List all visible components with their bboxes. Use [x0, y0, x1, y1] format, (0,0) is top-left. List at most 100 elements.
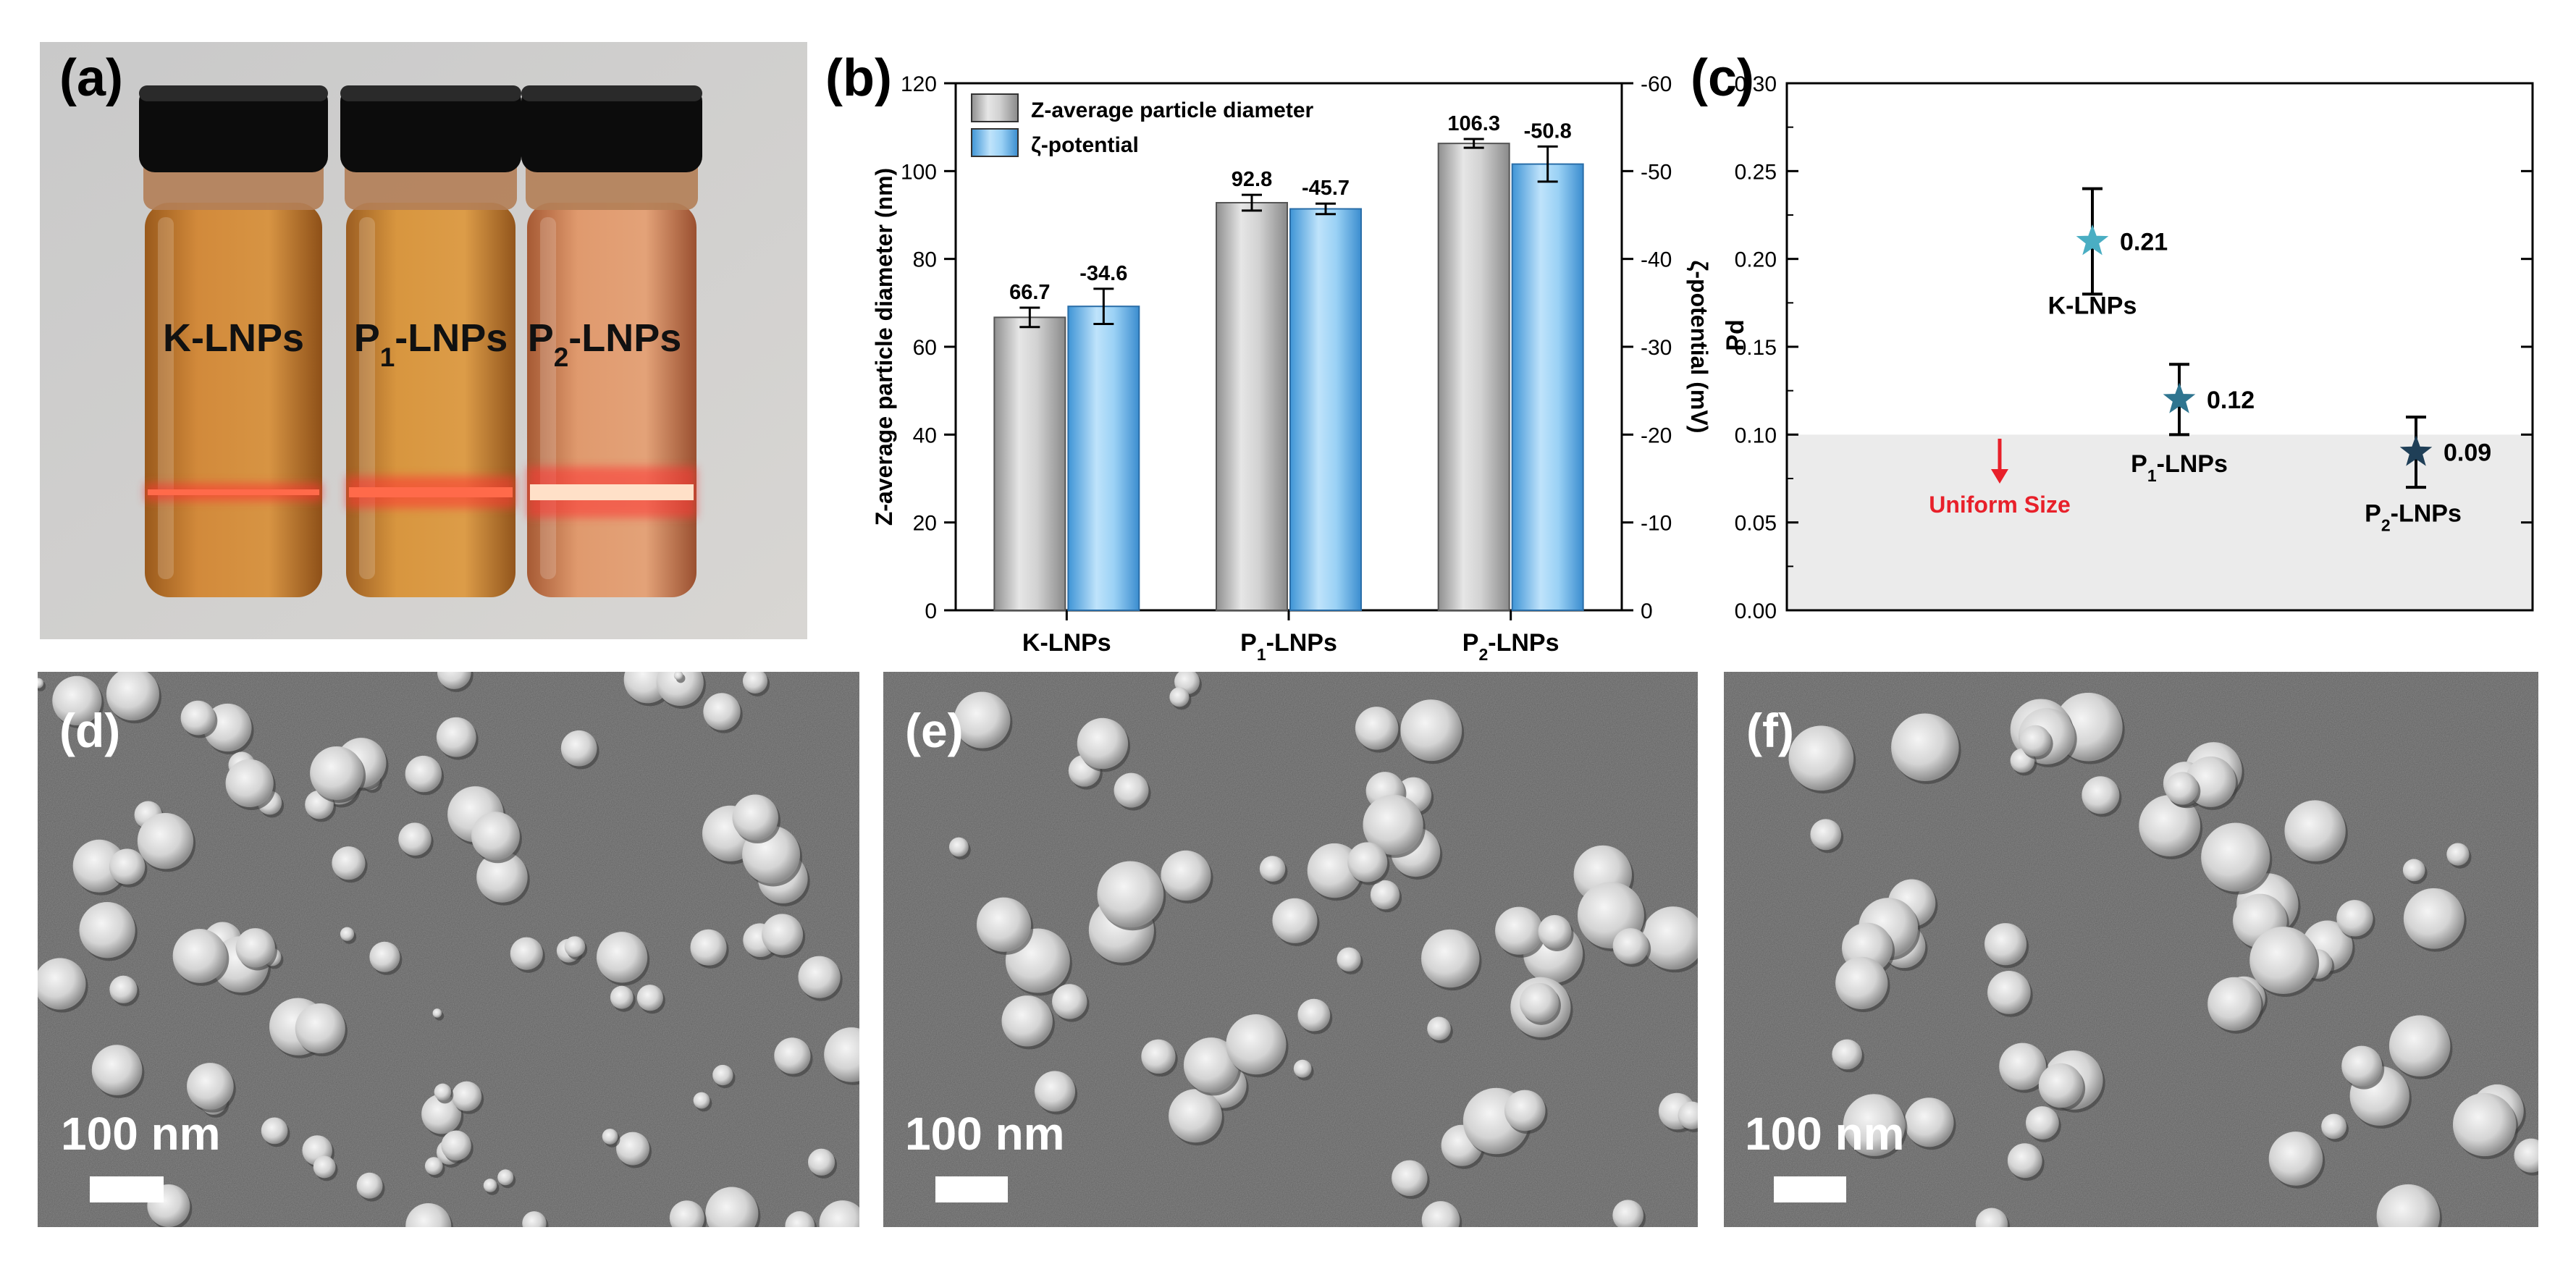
sem-particle	[1141, 1039, 1176, 1074]
pd-value-label: 0.21	[2120, 228, 2168, 256]
sem-particle	[1183, 1037, 1239, 1093]
chart-b-ytick: 40	[913, 424, 937, 447]
sem-particle	[38, 958, 86, 1010]
legend-swatch-zeta	[971, 128, 1019, 157]
sem-particle	[109, 848, 146, 885]
sem-particle	[1421, 929, 1480, 988]
panel-label-b: (b)	[825, 49, 892, 107]
sem-particle	[261, 1117, 288, 1145]
vial-3: P2-LNPs	[521, 85, 702, 597]
sem-particle	[669, 1200, 704, 1227]
sem-particle	[1891, 713, 1959, 781]
vial-cap	[139, 85, 328, 172]
chart-b-y2tick: -10	[1641, 512, 1672, 536]
sem-particle	[2446, 843, 2470, 866]
sem-particle	[398, 822, 432, 856]
sem-particle	[1612, 928, 1649, 964]
sem-particle	[954, 691, 1011, 749]
pd-sample-label: K-LNPs	[2048, 292, 2137, 319]
sem-particle	[1259, 856, 1286, 882]
sem-particle	[2249, 927, 2318, 995]
sem-particle	[1077, 717, 1129, 770]
chart-b-legend: Z-average particle diameter ζ-potential	[971, 93, 1314, 157]
sem-particle	[824, 1027, 859, 1082]
chart-b-ytick: 0	[925, 599, 937, 623]
sem-particle	[2452, 1092, 2517, 1157]
vial-cap	[340, 85, 521, 172]
scale-bar-label-f: 100 nm	[1745, 1108, 1905, 1160]
sem-particle	[405, 1203, 452, 1227]
chart-b-category-label: K-LNPs	[1022, 629, 1111, 657]
data-label-zeta: -34.6	[1079, 262, 1127, 285]
sem-particle	[1226, 1014, 1287, 1075]
sem-particle	[225, 759, 274, 808]
chart-c-ytick: 0.30	[1735, 72, 1777, 96]
laser-beam	[349, 487, 513, 497]
panel-f-sem: (f) 100 nm	[1724, 672, 2538, 1227]
sem-particle	[1169, 687, 1190, 707]
chart-b-frame	[954, 82, 1623, 612]
sem-particle	[1504, 1090, 1546, 1132]
chart-c-ytick: 0.10	[1735, 424, 1777, 447]
bar-zeta	[1289, 208, 1362, 611]
panel-label-f: (f)	[1746, 704, 1794, 757]
chart-b-category-label: P1-LNPs	[1240, 629, 1337, 664]
sem-particle	[340, 927, 355, 941]
sem-particle	[690, 929, 727, 966]
sem-particle	[106, 672, 159, 721]
sem-particle	[522, 1211, 547, 1227]
sem-particle	[762, 914, 804, 956]
data-label-zeta: -50.8	[1524, 119, 1572, 143]
sem-particle	[560, 730, 597, 767]
sem-particle	[510, 937, 543, 970]
panel-label-e: (e)	[905, 704, 964, 757]
sem-particle	[1641, 906, 1698, 970]
sem-particle	[1835, 956, 1888, 1010]
vial-cap	[521, 85, 702, 172]
chart-b-y2tick: -20	[1641, 424, 1672, 447]
pd-point-star	[2399, 435, 2433, 466]
sem-particle	[1161, 850, 1211, 901]
sem-particle	[602, 1129, 618, 1145]
sem-particle	[774, 1037, 811, 1074]
sem-particle	[798, 956, 841, 998]
sem-particle	[2082, 776, 2120, 814]
chart-b-ylabel: Z-average particle diameter (nm)	[871, 168, 897, 526]
sem-particle	[2025, 1106, 2059, 1139]
sem-particle	[1272, 898, 1318, 943]
chart-b-y2tick: -50	[1641, 160, 1672, 184]
sem-particle	[1297, 998, 1331, 1032]
sem-particle	[79, 902, 135, 958]
sem-particle	[432, 1008, 442, 1018]
chart-b-ytick: 60	[913, 336, 937, 360]
panel-label-d: (d)	[59, 704, 120, 757]
sem-particle	[610, 985, 634, 1009]
sem-particle	[436, 717, 476, 757]
panel-e-sem: (e) 100 nm	[883, 672, 1698, 1227]
sem-particle	[441, 1130, 471, 1161]
sem-particle	[1495, 906, 1544, 955]
sem-particle	[1788, 725, 1854, 791]
sem-particle	[564, 936, 586, 957]
sem-particle	[313, 1155, 336, 1179]
sem-particle	[2268, 1132, 2323, 1186]
vial-label-3: P2-LNPs	[528, 316, 682, 372]
chart-b-y2label: ζ-potential (mV)	[1686, 261, 1712, 434]
pd-point-star	[2076, 224, 2109, 256]
sem-particle	[1519, 982, 1559, 1022]
sem-particle	[421, 1094, 462, 1134]
sem-particle	[187, 1063, 234, 1110]
chart-c-ytick: 0.00	[1735, 599, 1777, 623]
sem-particle	[2139, 795, 2201, 856]
sem-particle	[1612, 1200, 1644, 1227]
data-label-diameter: 66.7	[1009, 281, 1050, 304]
sem-particle	[180, 700, 216, 736]
sem-particle	[976, 897, 1032, 952]
sem-particle	[1169, 1089, 1222, 1143]
sem-particle	[483, 1179, 497, 1192]
panel-a-photo: K-LNPs P1-LNPs P2-LNPs (a)	[40, 42, 807, 639]
sem-particle	[2321, 1113, 2346, 1139]
bar-diameter	[1216, 202, 1288, 612]
sem-particle	[732, 794, 778, 841]
